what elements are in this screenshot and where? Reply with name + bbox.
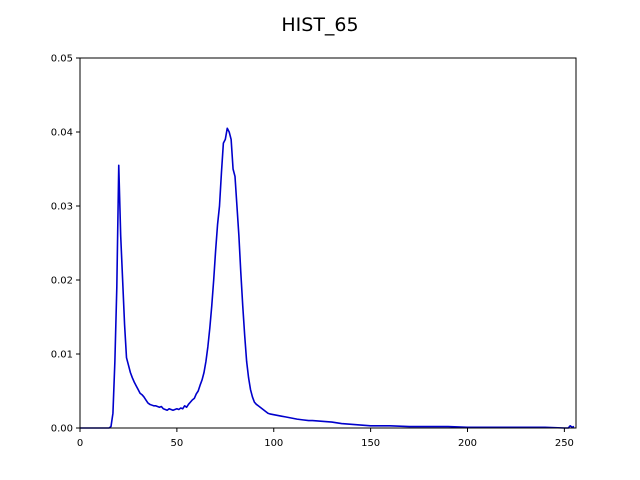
- x-tick-label: 150: [361, 438, 380, 449]
- x-tick-label: 250: [555, 438, 574, 449]
- x-tick-label: 0: [77, 438, 83, 449]
- y-tick-label: 0.04: [51, 128, 73, 139]
- y-tick-label: 0.03: [51, 202, 73, 213]
- y-tick-label: 0.01: [51, 350, 73, 361]
- y-tick-label: 0.05: [51, 54, 73, 65]
- chart-title: HIST_65: [281, 14, 358, 36]
- plot-area: [80, 127, 575, 429]
- histogram-line: [80, 127, 575, 429]
- y-tick-label: 0.00: [51, 424, 73, 435]
- y-tick-label: 0.02: [51, 276, 73, 287]
- x-tick-label: 100: [264, 438, 283, 449]
- y-axis: 0.00 0.01 0.02 0.03 0.04 0.05: [51, 54, 80, 435]
- x-tick-label: 200: [458, 438, 477, 449]
- x-tick-label: 50: [171, 438, 184, 449]
- plot-frame: [79, 57, 577, 429]
- x-axis: 0 50 100 150 200 250: [77, 428, 574, 449]
